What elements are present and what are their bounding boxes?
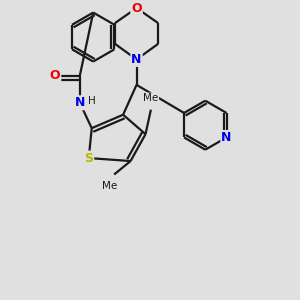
Text: H: H (88, 96, 96, 106)
Text: N: N (131, 53, 142, 66)
Text: N: N (221, 131, 232, 144)
Text: N: N (75, 96, 85, 109)
Text: Me: Me (143, 93, 158, 103)
Text: O: O (131, 2, 142, 15)
Text: S: S (84, 152, 93, 165)
Text: O: O (50, 69, 60, 82)
Text: Me: Me (102, 181, 117, 191)
